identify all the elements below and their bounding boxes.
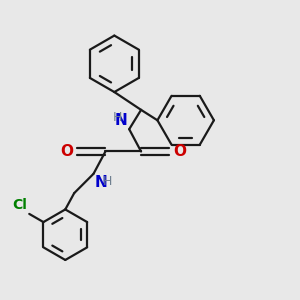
Text: O: O (173, 144, 186, 159)
Text: H: H (112, 111, 122, 124)
Text: N: N (115, 113, 128, 128)
Text: Cl: Cl (12, 198, 27, 212)
Text: N: N (95, 175, 108, 190)
Text: H: H (103, 175, 112, 188)
Text: O: O (60, 144, 73, 159)
